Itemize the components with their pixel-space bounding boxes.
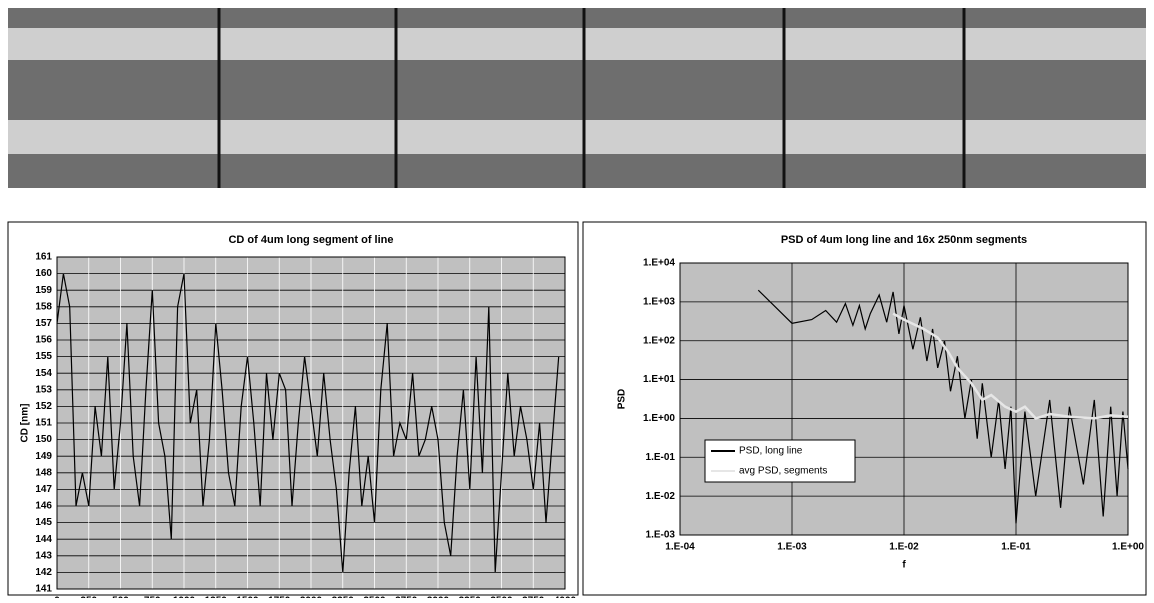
data-line [892,312,1129,420]
plot-border [56,256,566,590]
y-tick-label: 1.E+03 [643,296,675,307]
y-tick-label: 1.E-03 [646,530,676,541]
y-tick-label: 1.E+04 [643,258,675,269]
y-tick-label: 152 [35,401,52,412]
y-tick-label: 1.E+02 [643,335,675,346]
y-tick-label: 148 [35,467,52,478]
y-tick-label: 159 [35,285,52,296]
y-tick-label: 151 [35,418,52,429]
y-tick-label: 154 [35,368,52,379]
y-tick-label: 156 [35,335,52,346]
x-tick-label: 1.E-01 [1001,542,1031,553]
y-tick-label: 149 [35,451,52,462]
y-tick-label: 1.E-02 [646,491,676,502]
data-line [757,289,1129,524]
y-tick-label: 143 [35,550,52,561]
x-tick-label: 1.E-03 [777,542,807,553]
y-axis-label: PSD [617,389,628,410]
y-tick-label: 150 [35,434,52,445]
y-tick-label: 145 [35,517,52,528]
y-tick-label: 153 [35,384,52,395]
y-tick-label: 161 [35,252,52,263]
y-tick-label: 160 [35,268,52,279]
legend-label: avg PSD, segments [739,466,827,477]
chart-title: CD of 4um long segment of line [228,234,393,246]
y-tick-label: 146 [35,501,52,512]
x-tick-label: 1.E+00 [1112,542,1144,553]
y-tick-label: 1.E+00 [643,413,675,424]
legend-box [704,439,856,483]
x-axis-label: f [902,560,906,571]
y-tick-label: 144 [35,534,52,545]
plot-border [679,262,1129,536]
y-tick-label: 1.E+01 [643,374,675,385]
x-tick-label: 1.E-02 [889,542,919,553]
chart-title: PSD of 4um long line and 16x 250nm segme… [781,234,1027,246]
legend-label: PSD, long line [739,446,803,457]
y-tick-label: 157 [35,318,52,329]
sem-image [8,8,1146,188]
y-axis-label: CD [nm] [20,404,31,443]
x-tick-label: 1.E-04 [665,542,695,553]
y-tick-label: 142 [35,567,52,578]
y-tick-label: 1.E-01 [646,452,676,463]
y-tick-label: 155 [35,351,52,362]
data-line [56,273,560,573]
y-tick-label: 141 [35,584,52,595]
y-tick-label: 147 [35,484,52,495]
y-tick-label: 158 [35,301,52,312]
